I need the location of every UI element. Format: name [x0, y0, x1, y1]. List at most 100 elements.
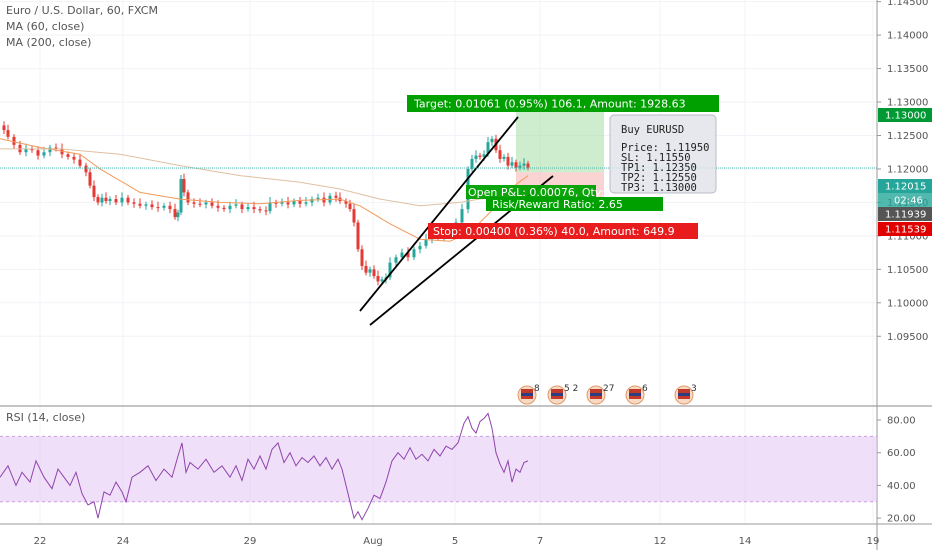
candle-body [274, 202, 278, 204]
chart-title[interactable]: Euro / U.S. Dollar, 60, FXCM [6, 4, 158, 17]
candle-body [120, 197, 124, 203]
event-flag-icon[interactable]: 6 [625, 384, 648, 405]
candle-body [380, 279, 384, 282]
open-pl-label: Open P&L: 0.00076, Qty: 87524 [468, 186, 643, 199]
candle-body [144, 204, 148, 206]
candle-body [179, 178, 183, 213]
candle-body [506, 156, 510, 166]
candle-body [88, 172, 92, 186]
target-label-box[interactable] [407, 95, 719, 112]
price-badge-label: 1.12015 [885, 182, 926, 193]
time-tick-label: 29 [244, 536, 257, 547]
countdown-badge [878, 193, 932, 207]
time-tick-label: 5 [452, 536, 458, 547]
time-tick-label: 14 [739, 536, 752, 547]
event-flag-icon[interactable]: 3 [674, 384, 697, 405]
price-tick-label: 1.14500 [887, 0, 928, 8]
stop-label-box[interactable] [428, 223, 698, 239]
rsi-legend[interactable]: RSI (14, close) [6, 411, 86, 424]
candle-body [490, 138, 494, 143]
candle-body [42, 152, 46, 156]
profit-zone [516, 102, 604, 173]
price-tick-label: 1.12000 [887, 164, 928, 175]
time-tick-label: 24 [117, 536, 130, 547]
candle-body [182, 178, 186, 193]
candle-body [418, 245, 422, 250]
candle-body [78, 159, 82, 166]
event-flag-icon[interactable]: 5 2 [547, 384, 578, 405]
candle-body [150, 204, 154, 208]
price-tick-label: 1.12500 [887, 131, 928, 142]
candle-body [12, 136, 16, 145]
candle-body [100, 197, 104, 203]
candle-body [510, 162, 514, 166]
candle-body [486, 142, 490, 155]
candle-body [356, 222, 360, 250]
candle-body [364, 265, 368, 273]
note-line-4: SL: 1.11550 [621, 152, 691, 164]
candle-body [334, 195, 338, 198]
candle-body [156, 207, 160, 209]
candle-body [246, 207, 250, 210]
price-badge [878, 179, 932, 193]
candle-body [474, 155, 478, 159]
candle-body [30, 148, 34, 151]
trendline-upper[interactable] [359, 116, 519, 312]
event-flag-icon[interactable]: 27 [586, 384, 614, 405]
time-axis: 22 24 29 Aug 5 7 12 14 19 [34, 536, 880, 547]
rsi-line [0, 412, 529, 521]
event-count: 5 2 [564, 384, 578, 394]
open-pl-box[interactable] [466, 185, 596, 199]
price-badge [878, 222, 932, 236]
event-count: 27 [603, 384, 614, 394]
candle-body [298, 201, 302, 204]
time-tick-label: 12 [654, 536, 667, 547]
candle-body [424, 239, 428, 246]
candle-body [96, 197, 100, 203]
candle-body [104, 197, 108, 202]
candle-body [470, 158, 474, 169]
candle-body [36, 150, 40, 156]
rsi-tick-label: 60.00 [887, 448, 916, 459]
price-tick-label: 1.10500 [887, 265, 928, 276]
candle-body [268, 202, 272, 212]
candle-body [138, 203, 142, 206]
rsi-axis: 80.00 60.00 40.00 20.00 [877, 416, 916, 525]
candle-body [222, 207, 226, 210]
price-tick-label: 1.13000 [887, 98, 928, 109]
candle-body [360, 249, 364, 266]
candle-body [176, 212, 180, 218]
ratio-label: Risk/Reward Ratio: 2.65 [492, 198, 623, 211]
candle-body [514, 162, 518, 168]
event-count: 6 [642, 384, 648, 394]
candle-body [286, 202, 290, 205]
ratio-box[interactable] [486, 197, 663, 211]
event-flag-icon[interactable]: 8 [517, 384, 540, 405]
candle-body [114, 199, 118, 203]
note-line-3: Price: 1.11950 [621, 142, 710, 154]
candle-body [234, 204, 238, 206]
candle-body [522, 163, 526, 166]
price-badges: 1.13000 1.12015 1.11939 1.11539 02:46 [878, 108, 932, 236]
candle-body [394, 257, 398, 263]
candle-body [162, 205, 166, 208]
time-tick-label: Aug [363, 536, 383, 547]
rsi-band [0, 436, 877, 502]
candle-body [412, 249, 416, 258]
event-count: 3 [691, 384, 697, 394]
note-line-7: TP3: 1.13000 [621, 182, 697, 194]
candle-body [406, 252, 410, 258]
candle-body [198, 203, 202, 205]
candle-body [280, 202, 284, 204]
note-box[interactable] [609, 114, 717, 194]
candle-body [352, 209, 356, 223]
price-badge [878, 108, 932, 122]
candle-body [518, 165, 522, 168]
ma60-legend[interactable]: MA (60, close) [6, 20, 85, 33]
stop-label: Stop: 0.00400 (0.36%) 40.0, Amount: 649.… [433, 225, 675, 238]
ma200-legend[interactable]: MA (200, close) [6, 36, 92, 49]
economic-events: 8 5 2 27 6 3 [517, 384, 697, 405]
rsi-tick-label: 80.00 [887, 416, 916, 427]
price-badge-label: 1.13000 [885, 111, 926, 122]
